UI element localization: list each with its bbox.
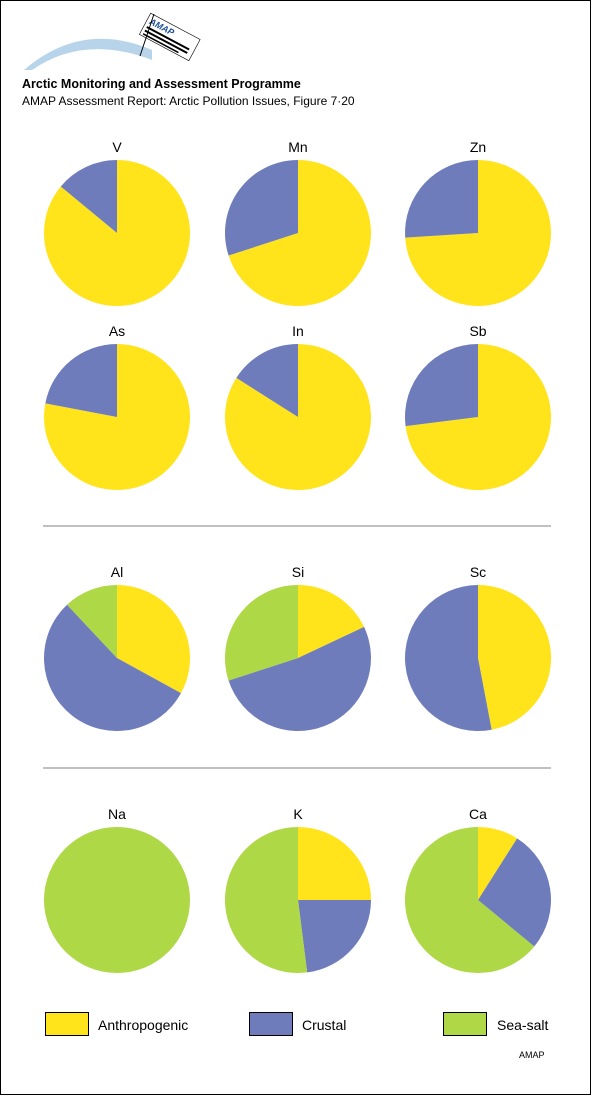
pie-slice-v-anthropogenic [43, 160, 190, 306]
pie-slice-k-sea-salt [224, 827, 308, 973]
pie-slice-in-anthropogenic [224, 344, 371, 491]
pie-slice-sb-crustal [405, 344, 478, 427]
legend-label-anthropogenic: Anthropogenic [98, 1017, 189, 1033]
pie-v: V [43, 139, 190, 306]
pie-title-in: In [292, 323, 304, 339]
footer-mark: AMAP [519, 1050, 545, 1060]
pie-title-sc: Sc [470, 564, 486, 580]
pie-k: K [224, 806, 371, 973]
pie-title-mn: Mn [288, 139, 307, 155]
logo-arc [24, 38, 152, 70]
pie-as: As [43, 323, 190, 490]
pie-title-na: Na [108, 806, 126, 822]
pie-slice-sc-crustal [405, 585, 492, 731]
pie-slice-si-anthropogenic [298, 585, 365, 658]
legend-swatch-crustal [249, 1012, 293, 1036]
report-subtitle: AMAP Assessment Report: Arctic Pollution… [22, 94, 355, 108]
organization-title: Arctic Monitoring and Assessment Program… [22, 77, 301, 91]
pie-title-k: K [293, 806, 303, 822]
logo-flag: AMAP [138, 12, 201, 62]
pie-title-ca: Ca [469, 806, 487, 822]
pie-slice-zn-crustal [404, 160, 478, 238]
pie-slice-k-crustal [298, 900, 371, 973]
legend-label-crustal: Crustal [302, 1017, 347, 1033]
pie-slice-ca-anthropogenic [478, 827, 518, 900]
pie-mn: Mn [224, 139, 371, 306]
pie-slice-k-anthropogenic [298, 827, 371, 900]
pie-sb: Sb [405, 323, 552, 490]
pie-slice-al-crustal [43, 604, 181, 732]
pie-ca: Ca [405, 806, 552, 973]
pie-slice-ca-crustal [478, 838, 552, 947]
pie-charts: V Mn Zn As In Sb Al Si Sc Na K Ca [43, 139, 552, 973]
pie-slice-as-anthropogenic [43, 344, 190, 490]
pie-al: Al [43, 564, 191, 732]
pie-na: Na [44, 806, 190, 973]
pie-slice-si-sea-salt [224, 585, 298, 681]
pie-slice-na-sea-salt [44, 827, 190, 973]
pie-title-sb: Sb [469, 323, 486, 339]
amap-logo: AMAP [24, 12, 201, 70]
pie-title-v: V [112, 139, 122, 155]
pie-sc: Sc [405, 564, 552, 731]
pie-title-al: Al [111, 564, 123, 580]
pie-slice-sb-anthropogenic [405, 344, 552, 490]
pie-title-si: Si [292, 564, 304, 580]
pie-slice-al-sea-salt [67, 585, 117, 658]
pie-slice-si-crustal [228, 626, 371, 731]
pie-slice-as-crustal [45, 344, 117, 417]
pie-slice-in-crustal [236, 344, 298, 417]
pie-slice-mn-anthropogenic [228, 160, 371, 306]
pie-in: In [224, 323, 371, 491]
pie-slice-mn-crustal [224, 160, 298, 256]
logo-pole [139, 13, 155, 57]
pie-title-as: As [109, 323, 125, 339]
pie-slice-al-anthropogenic [117, 585, 191, 694]
legend-swatch-sea-salt [443, 1012, 487, 1036]
pie-si: Si [224, 564, 371, 731]
pie-zn: Zn [404, 139, 551, 306]
pie-slice-v-crustal [60, 160, 117, 233]
pie-title-zn: Zn [470, 139, 486, 155]
legend-swatch-anthropogenic [45, 1012, 89, 1036]
legend: Anthropogenic Crustal Sea-salt [0, 1012, 592, 1038]
pie-slice-zn-anthropogenic [405, 160, 551, 306]
pie-slice-ca-sea-salt [405, 827, 535, 973]
pie-slice-sc-anthropogenic [478, 585, 552, 730]
legend-label-sea-salt: Sea-salt [497, 1017, 549, 1033]
